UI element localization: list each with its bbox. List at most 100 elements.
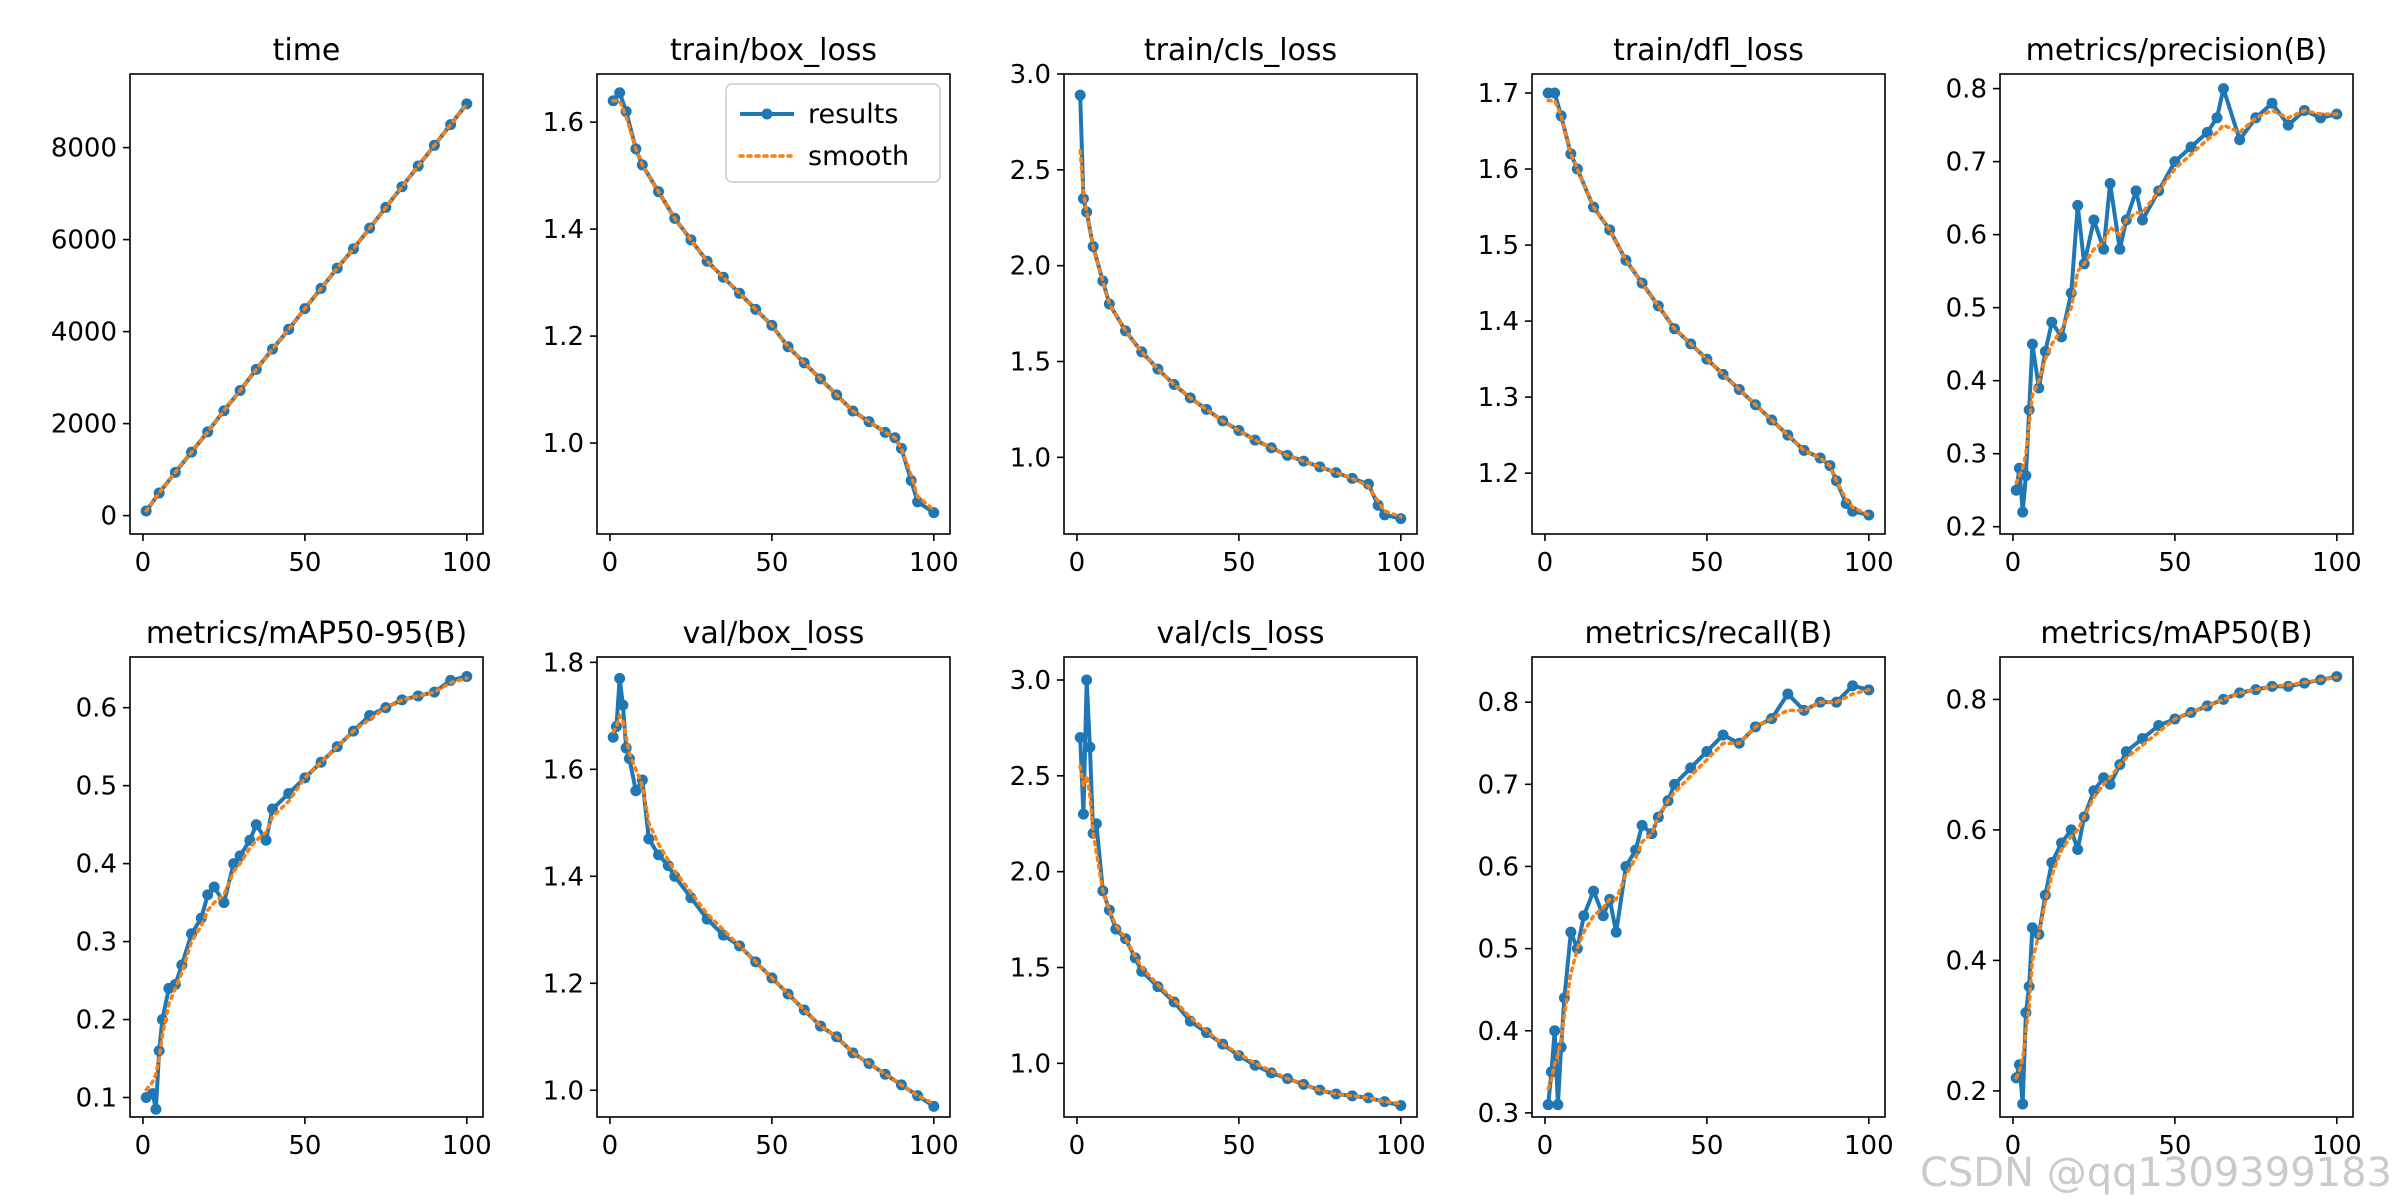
y-tick-label: 1.0 — [543, 429, 584, 459]
x-tick-label: 100 — [1844, 548, 1894, 578]
results-point — [630, 785, 642, 797]
results-point — [2072, 199, 2084, 211]
smooth-series-line — [144, 102, 469, 513]
smooth-series-line — [1078, 764, 1403, 1106]
y-tick-label: 2.5 — [1010, 762, 1051, 792]
results-point — [2098, 243, 2110, 255]
y-tick-label: 1.7 — [1478, 79, 1519, 109]
chart-panel: metrics/recall(B) 0 50 100 0.3 0.4 0.5 0.6 0.7 0.… — [1478, 616, 1894, 1161]
chart-title: metrics/mAP50(B) — [2040, 616, 2312, 651]
legend-smooth-label: smooth — [808, 141, 909, 172]
y-tick-label: 0.6 — [76, 694, 117, 724]
chart-title: train/box_loss — [670, 33, 877, 68]
chart-title: train/cls_loss — [1144, 33, 1337, 68]
chart-panel: val/cls_loss 0 50 100 1.0 1.5 2.0 2.5 3.0 — [1010, 616, 1426, 1161]
y-tick-label: 1.0 — [1010, 1049, 1051, 1079]
results-point — [1685, 762, 1697, 774]
x-tick-label: 100 — [909, 1131, 959, 1161]
smooth-series-line — [1078, 148, 1403, 519]
results-point — [2088, 214, 2100, 226]
smooth-series-line — [1546, 98, 1871, 517]
chart-panel: train/box_loss 0 50 100 1.0 1.2 1.4 1.6 results s… — [543, 33, 959, 578]
chart-title: train/dfl_loss — [1613, 33, 1804, 68]
results-point — [1077, 808, 1089, 820]
smooth-series-line — [611, 711, 936, 1106]
results-point — [1074, 732, 1086, 743]
axes-frame — [1999, 73, 2354, 535]
axes-frame — [1531, 656, 1886, 1118]
results-point — [218, 897, 230, 909]
smooth-series-line — [2014, 675, 2339, 1080]
x-tick-label: 50 — [1222, 1131, 1255, 1161]
results-point — [614, 672, 626, 684]
x-tick-label: 50 — [288, 548, 321, 578]
results-point — [1074, 89, 1086, 101]
results-point — [2104, 778, 2116, 790]
x-tick-label: 0 — [2005, 548, 2022, 578]
x-tick-label: 50 — [755, 1131, 788, 1161]
results-point — [208, 881, 220, 893]
y-tick-label: 4000 — [51, 318, 117, 348]
results-point — [1717, 729, 1729, 741]
axes-frame — [1531, 73, 1886, 535]
x-tick-label: 0 — [135, 1131, 152, 1161]
y-tick-label: 0.7 — [1946, 148, 1987, 178]
results-point — [2010, 484, 2022, 496]
y-tick-label: 1.4 — [543, 215, 584, 245]
y-tick-label: 0 — [100, 502, 117, 532]
results-point — [1847, 680, 1859, 692]
chart-panel: train/dfl_loss 0 50 100 1.2 1.3 1.4 1.5 1.6 1.7 — [1478, 33, 1894, 578]
x-tick-label: 0 — [1069, 548, 1086, 578]
x-tick-label: 0 — [602, 1131, 619, 1161]
y-tick-label: 1.0 — [1010, 443, 1051, 473]
chart-panel: train/cls_loss 0 50 100 1.0 1.5 2.0 2.5 3.0 — [1010, 33, 1426, 578]
x-tick-label: 100 — [909, 548, 959, 578]
chart-panel: time 0 50 100 0 2000 4000 6000 8000 — [51, 33, 492, 578]
x-tick-label: 0 — [2005, 1131, 2022, 1161]
legend-results-marker — [761, 108, 773, 120]
results-point — [2017, 506, 2029, 518]
results-point — [1610, 926, 1622, 938]
x-tick-label: 0 — [1537, 1131, 1554, 1161]
x-tick-label: 50 — [1690, 1131, 1723, 1161]
results-point — [1701, 745, 1713, 757]
axes-frame — [596, 656, 951, 1118]
x-tick-label: 0 — [602, 548, 619, 578]
y-tick-label: 6000 — [51, 226, 117, 256]
results-point — [2072, 843, 2084, 855]
results-point — [2136, 214, 2148, 226]
y-tick-label: 2.0 — [1010, 858, 1051, 888]
watermark-text: CSDN @qq1309399183 — [1919, 1150, 2392, 1196]
results-point — [685, 892, 697, 904]
results-point — [617, 699, 629, 711]
chart-panel: metrics/mAP50(B) 0 50 100 0.2 0.4 0.6 0.8 — [1946, 616, 2362, 1161]
results-point — [2211, 112, 2223, 124]
y-tick-label: 0.2 — [1946, 1077, 1987, 1107]
results-point — [1081, 206, 1093, 218]
y-tick-label: 1.2 — [543, 322, 584, 352]
results-point — [2217, 83, 2229, 95]
y-tick-label: 3.0 — [1010, 666, 1051, 696]
results-point — [2266, 97, 2278, 109]
results-point — [150, 1103, 162, 1115]
results-point — [1542, 1099, 1554, 1111]
y-tick-label: 0.5 — [76, 772, 117, 802]
results-point — [202, 889, 214, 901]
y-tick-label: 1.6 — [543, 108, 584, 138]
x-tick-label: 50 — [2158, 548, 2191, 578]
chart-title: val/cls_loss — [1157, 616, 1325, 651]
x-tick-label: 0 — [1069, 1131, 1086, 1161]
results-point — [1395, 513, 1407, 525]
results-point — [2017, 1098, 2029, 1110]
x-tick-label: 100 — [2312, 548, 2362, 578]
results-point — [260, 834, 272, 846]
axes-frame — [1999, 656, 2354, 1118]
axes-frame — [1063, 656, 1418, 1118]
y-tick-label: 1.6 — [1478, 155, 1519, 185]
y-tick-label: 0.8 — [1946, 75, 1987, 105]
results-point — [1552, 1099, 1564, 1111]
results-point — [2130, 185, 2142, 197]
x-tick-label: 100 — [1376, 548, 1426, 578]
smooth-series-line — [611, 98, 936, 512]
